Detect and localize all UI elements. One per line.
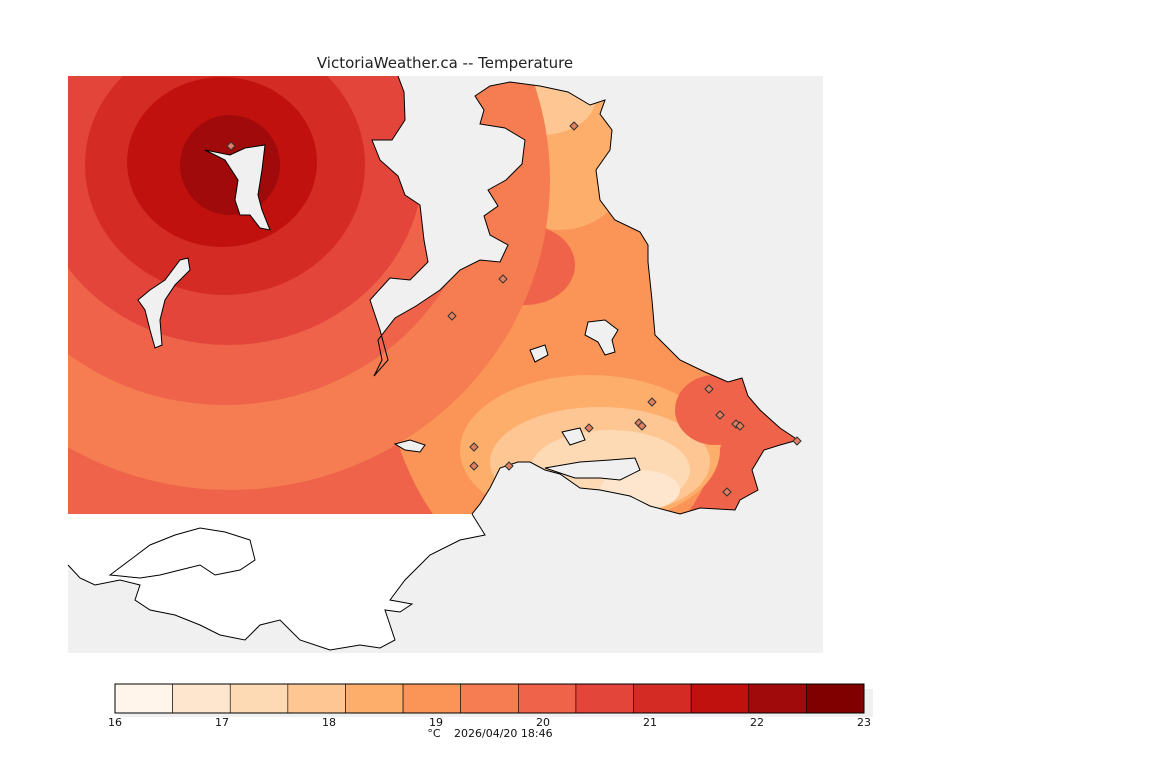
lake-central — [584, 319, 619, 356]
station-marker[interactable] — [469, 442, 479, 452]
harbour-inlet — [561, 427, 586, 446]
legend-tick-label: 18 — [322, 716, 336, 729]
lake-small — [529, 344, 549, 363]
lake-south — [393, 439, 426, 453]
station-marker[interactable] — [647, 397, 657, 407]
station-marker[interactable] — [704, 384, 714, 394]
legend-swatch — [460, 683, 519, 714]
station-marker[interactable] — [584, 423, 594, 433]
station-marker[interactable] — [226, 141, 236, 151]
station-marker[interactable] — [504, 461, 514, 471]
station-marker[interactable] — [447, 311, 457, 321]
coastline — [369, 75, 800, 515]
southern-peninsula — [108, 527, 256, 579]
station-marker[interactable] — [792, 436, 802, 446]
legend-tick-label: 19 — [429, 716, 443, 729]
legend-tick-label: 23 — [857, 716, 871, 729]
legend-swatch — [806, 683, 865, 714]
legend-swatch — [575, 683, 634, 714]
station-marker[interactable] — [735, 421, 745, 431]
timestamp: 2026/04/20 18:46 — [454, 727, 553, 740]
station-marker[interactable] — [715, 410, 725, 420]
weather-stations — [226, 121, 802, 497]
legend-footer: °C 2026/04/20 18:46 — [0, 727, 980, 740]
legend-swatch — [633, 683, 692, 714]
lake-north — [204, 144, 271, 231]
map-title: VictoriaWeather.ca -- Temperature — [316, 54, 574, 72]
legend-swatch — [690, 683, 750, 714]
legend-tick-label: 17 — [215, 716, 229, 729]
southern-coastline — [67, 513, 486, 651]
station-marker[interactable] — [498, 274, 508, 284]
legend-swatch — [114, 683, 173, 714]
legend-tick-label: 16 — [108, 716, 122, 729]
harbour — [544, 457, 641, 481]
legend-swatch — [748, 683, 807, 714]
station-marker[interactable] — [469, 461, 479, 471]
unit-label: °C — [427, 727, 441, 740]
legend-swatch — [172, 683, 231, 714]
legend-tick-label: 21 — [643, 716, 657, 729]
station-marker[interactable] — [637, 421, 647, 431]
legend-swatch — [229, 683, 289, 714]
legend-tick-label: 20 — [536, 716, 550, 729]
station-marker[interactable] — [569, 121, 579, 131]
legend-tick-label: 22 — [750, 716, 764, 729]
lake-west — [137, 257, 191, 349]
legend-swatch — [518, 683, 577, 714]
station-marker[interactable] — [722, 487, 732, 497]
legend-swatch — [402, 683, 461, 714]
legend-swatch — [345, 683, 404, 714]
legend-swatch — [287, 683, 346, 714]
